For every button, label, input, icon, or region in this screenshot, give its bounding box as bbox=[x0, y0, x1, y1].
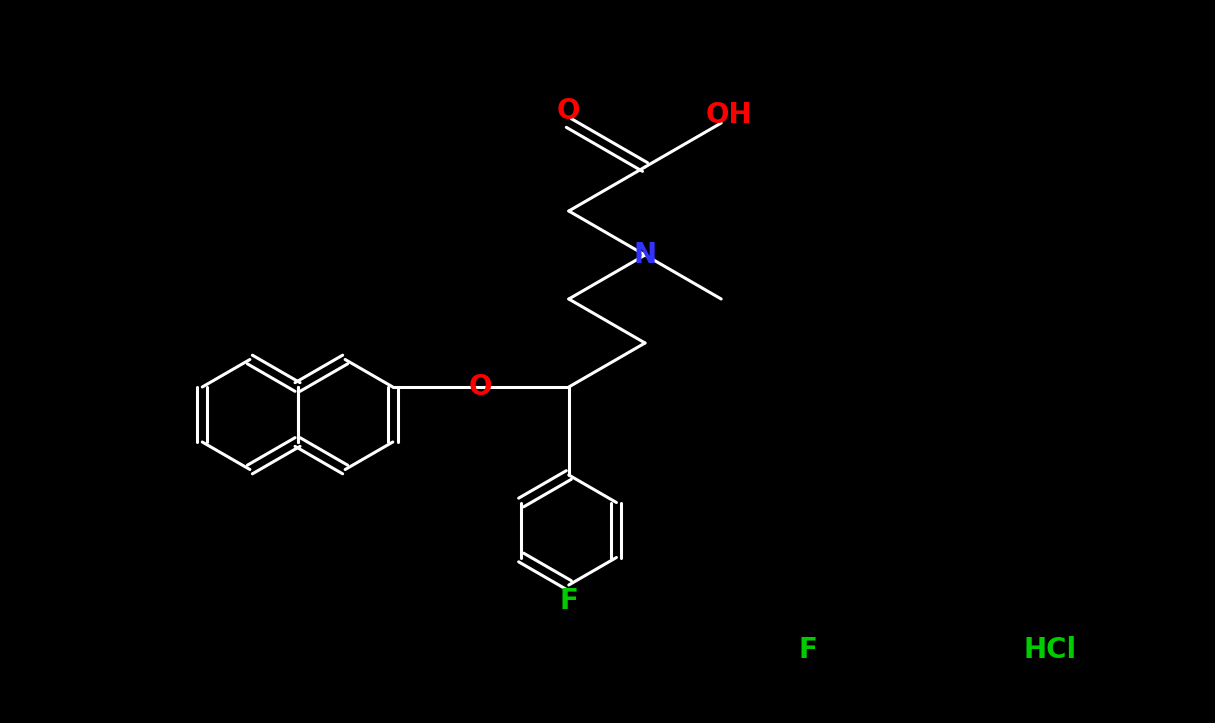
Text: O: O bbox=[469, 373, 492, 401]
Text: OH: OH bbox=[706, 101, 752, 129]
Text: F: F bbox=[559, 587, 578, 615]
Text: HCl: HCl bbox=[1023, 636, 1076, 664]
Text: F: F bbox=[798, 636, 818, 664]
Text: O: O bbox=[556, 97, 581, 125]
Text: N: N bbox=[633, 241, 656, 269]
